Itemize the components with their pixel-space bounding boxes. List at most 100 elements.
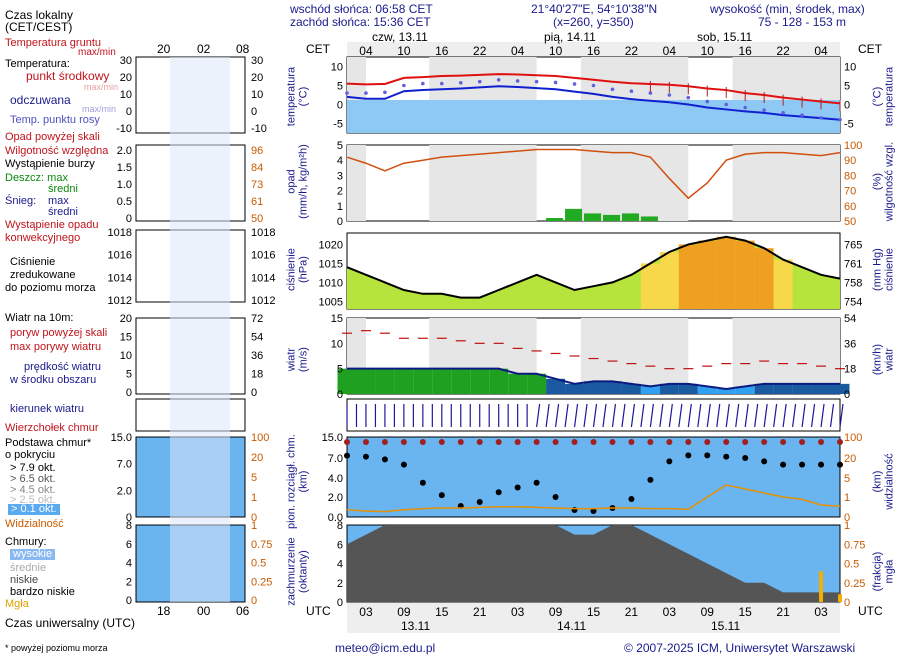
- wind-bar: [716, 388, 736, 394]
- cloud-base-dot: [647, 476, 654, 483]
- mini-precip-left-tick: 2.0: [117, 145, 132, 157]
- day-label-3: sob, 15.11: [697, 30, 753, 44]
- hour-bottom: 03: [359, 605, 373, 619]
- wind-arrow: [611, 403, 617, 428]
- cloud-top-dot: [476, 439, 483, 445]
- cover-tick: 8: [337, 520, 343, 532]
- cloud-base-dot: [514, 484, 521, 491]
- wind-kmh-tick: 18: [844, 364, 856, 376]
- pressure-high-fill: [773, 259, 793, 309]
- legend-clouds: Chmury:: [5, 536, 47, 548]
- cloud-base-dot: [552, 494, 559, 500]
- cloud-top-dot: [344, 439, 350, 445]
- legend-rain: Deszcz: max: [5, 172, 68, 184]
- cloud-top-dot: [666, 439, 673, 445]
- fog-tick: 0.75: [844, 539, 865, 551]
- left-utc-hour-1: 18: [157, 604, 171, 618]
- mini-calt-left-tick: 2.0: [117, 485, 132, 497]
- temperature-line: [346, 73, 841, 105]
- mini-pressure-right-tick: 1018: [251, 227, 275, 239]
- cloud-top-dot: [761, 439, 768, 445]
- mini-cover-left-tick: 4: [126, 558, 132, 570]
- legend-precip-high: Opad powyżej skali: [5, 131, 100, 143]
- hour-top: 10: [397, 44, 411, 58]
- pressure-high-fill: [659, 252, 679, 309]
- wind-bar: [640, 386, 660, 394]
- wind-arrow: [773, 403, 778, 428]
- temp-left-label: temperatura (°C): [285, 57, 309, 137]
- legend-clouds-mid: średnie: [10, 562, 47, 574]
- wind-kmh-tick: 54: [844, 313, 856, 325]
- hour-top: 22: [625, 44, 639, 58]
- cover-tick: 6: [337, 539, 343, 551]
- cloud-base-dot: [533, 479, 540, 486]
- mini-calt-right-tick: 100: [251, 432, 269, 444]
- precip-left-unit: (mm/h, kg/m²h): [297, 144, 309, 219]
- wind-arrow: [602, 403, 607, 428]
- cloud-top-dot: [438, 439, 445, 445]
- mini-pressure-left-tick: 1018: [108, 227, 132, 239]
- legend-wind: Wiatr na 10m:: [5, 312, 74, 324]
- mini-pressure-right-tick: 1012: [251, 295, 275, 307]
- mini-cover-right-tick: 0.25: [251, 576, 272, 588]
- pressure-mmhg-tick: 758: [844, 277, 862, 289]
- legend-precip-conv-2: konwekcyjnego: [5, 232, 81, 244]
- cloud-top-dot: [381, 439, 388, 445]
- wind-arrow: [545, 403, 550, 428]
- cloud-base-dot: [344, 452, 350, 459]
- clouds-alt-left-unit: (km): [297, 470, 309, 493]
- mini-precip-right-tick: 61: [251, 196, 263, 208]
- precip-right-unit: (%): [871, 173, 884, 191]
- legend-gust-high: poryw powyżej skali: [10, 327, 108, 339]
- legend-cloud-top: Wierzchołek chmur: [5, 422, 99, 434]
- pressure-tick: 1005: [319, 296, 343, 308]
- dew-point-dot: [838, 117, 842, 122]
- footnote: * powyżej poziomu morza: [5, 643, 108, 653]
- temp-tick: -5: [844, 119, 854, 131]
- wind-arrow: [678, 403, 683, 428]
- mini-calt-left-tick: 7.0: [117, 459, 132, 471]
- wind-arrow: [792, 403, 797, 428]
- dew-point-dot: [421, 81, 425, 86]
- hour-top: 10: [701, 44, 715, 58]
- cloud-base-dot: [476, 499, 483, 505]
- dew-point-dot: [686, 95, 691, 100]
- legend-local-time: Czas lokalny: [5, 8, 74, 22]
- temp-below-zero: [347, 100, 840, 133]
- wind-arrow: [621, 403, 626, 428]
- wind-bar: [565, 383, 585, 394]
- mini-cover-left-tick: 2: [126, 576, 132, 588]
- precip-bar: [621, 213, 640, 221]
- mini-wind-right-tick: 72: [251, 313, 263, 325]
- cloud-base-dot: [381, 456, 388, 463]
- mini-cover-right-tick: 0.75: [251, 539, 272, 551]
- cloud-top-dot: [704, 439, 711, 445]
- mini-precip-left-tick: 1.0: [117, 179, 132, 191]
- mini-precip-right-tick: 73: [251, 179, 263, 191]
- wind-arrow: [687, 403, 692, 428]
- pressure-left-name: ciśnienie: [285, 248, 298, 291]
- wind-arrow: [763, 403, 768, 428]
- hour-top: 04: [511, 44, 525, 58]
- cloud-alt-panel: [346, 436, 841, 518]
- mini-pressure-left-tick: 1012: [108, 295, 132, 307]
- hour-top: 22: [776, 44, 790, 58]
- mini-night-band: [170, 57, 230, 602]
- wind-left-unit: (m/s): [297, 347, 309, 373]
- mini-temp-left-tick: 10: [120, 89, 132, 101]
- hour-bottom: 21: [776, 605, 790, 619]
- hour-bottom: 09: [549, 605, 563, 619]
- pressure-right-name: ciśnienie: [883, 248, 895, 291]
- dew-point-dot: [819, 116, 823, 120]
- wind-right-label: (km/h) wiatr: [871, 320, 895, 400]
- visibility-tick: 20: [844, 453, 856, 465]
- legend-fog: Mgła: [5, 598, 29, 610]
- footer-email[interactable]: meteo@icm.edu.pl: [335, 641, 436, 655]
- cloud-base-dot: [495, 489, 502, 496]
- mini-wind-left-tick: 5: [126, 369, 132, 381]
- cloud-base-dot: [419, 479, 426, 486]
- mini-calt-left-tick: 0: [126, 512, 132, 524]
- visibility-tick: 1: [844, 492, 850, 504]
- mini-precip-right-tick: 96: [251, 145, 263, 157]
- wind-bar: [546, 378, 566, 394]
